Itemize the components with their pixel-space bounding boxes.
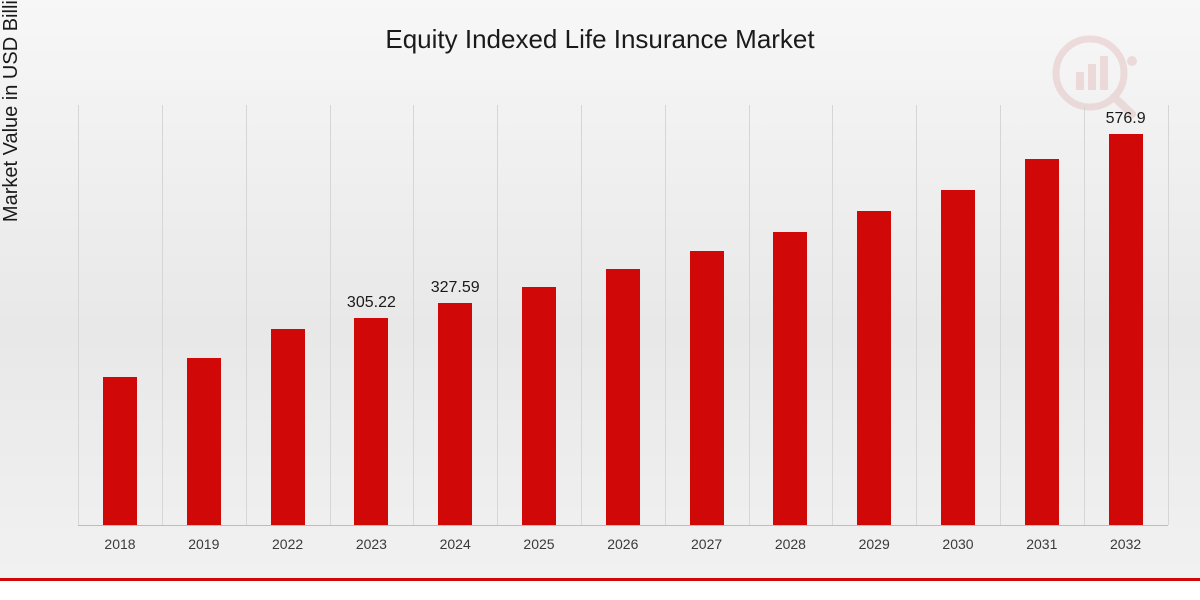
grid-line [749, 105, 750, 525]
x-tick-label: 2019 [188, 536, 219, 552]
grid-line [497, 105, 498, 525]
grid-line [246, 105, 247, 525]
x-tick-label: 2027 [691, 536, 722, 552]
x-tick-label: 2029 [859, 536, 890, 552]
bar-value-label: 576.9 [1086, 110, 1166, 128]
bar [941, 190, 975, 525]
x-axis-line [78, 525, 1168, 526]
bar [857, 211, 891, 525]
x-axis-labels: 2018 2019 2022 2023 2024 2025 2026 2027 2028 2029… [78, 536, 1168, 566]
grid-line [832, 105, 833, 525]
bar [1109, 134, 1143, 525]
bar [271, 329, 305, 525]
x-tick-label: 2022 [272, 536, 303, 552]
grid-line [581, 105, 582, 525]
grid-line [413, 105, 414, 525]
x-tick-label: 2026 [607, 536, 638, 552]
footer-stripe [0, 578, 1200, 600]
grid-line [1168, 105, 1169, 525]
x-tick-label: 2024 [440, 536, 471, 552]
bar [354, 318, 388, 525]
bar [1025, 159, 1059, 525]
x-tick-label: 2031 [1026, 536, 1057, 552]
bar [690, 251, 724, 525]
bar-value-label: 327.59 [415, 279, 495, 297]
x-tick-label: 2023 [356, 536, 387, 552]
bar [606, 269, 640, 525]
chart-plot-area: 305.22327.59 576.9 [78, 105, 1168, 525]
x-tick-label: 2018 [104, 536, 135, 552]
grid-line [916, 105, 917, 525]
grid-line [1084, 105, 1085, 525]
bar [438, 303, 472, 525]
grid-line [1000, 105, 1001, 525]
y-axis-label: Market Value in USD Billion [0, 0, 23, 300]
grid-line [330, 105, 331, 525]
bar [187, 358, 221, 525]
x-tick-label: 2030 [942, 536, 973, 552]
x-tick-label: 2028 [775, 536, 806, 552]
bar-value-label: 305.22 [331, 294, 411, 312]
grid-line [78, 105, 79, 525]
bar [522, 287, 556, 525]
grid-line [665, 105, 666, 525]
bar [103, 377, 137, 525]
grid-line [162, 105, 163, 525]
x-tick-label: 2025 [523, 536, 554, 552]
bar [773, 232, 807, 525]
x-tick-label: 2032 [1110, 536, 1141, 552]
chart-title: Equity Indexed Life Insurance Market [0, 24, 1200, 55]
